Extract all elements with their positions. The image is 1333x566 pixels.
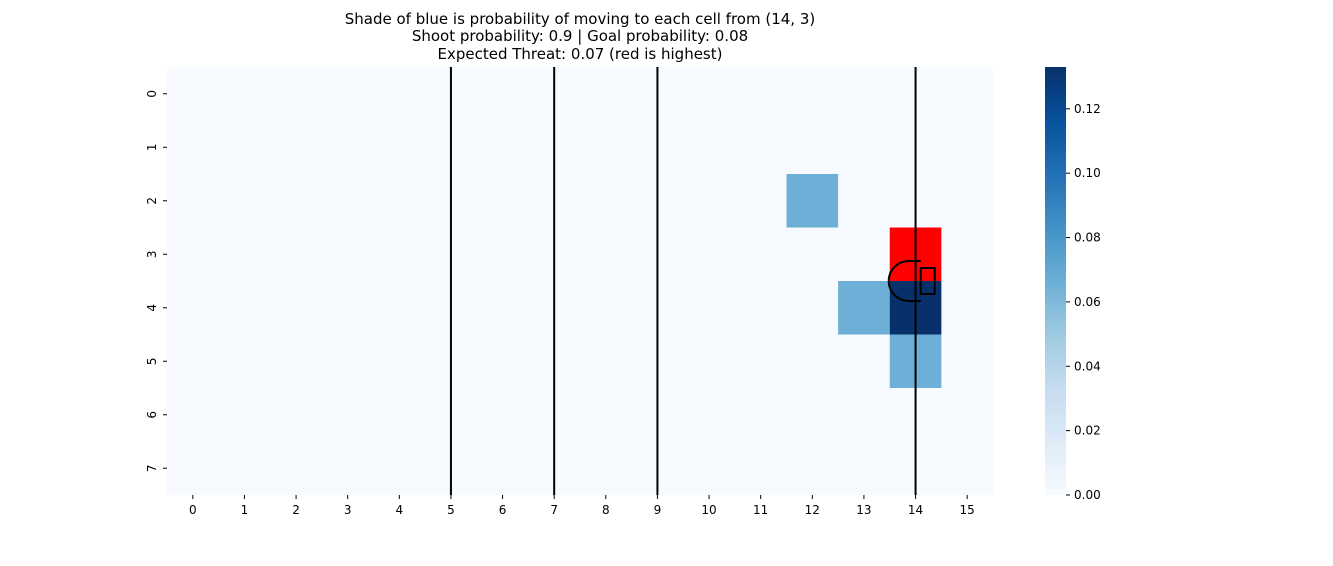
x-tick-label-9: 9 (654, 503, 662, 517)
x-tick-label-5: 5 (447, 503, 455, 517)
colorbar-tick-label-0.08: 0.08 (1074, 231, 1101, 245)
y-tick-label-0: 0 (145, 90, 159, 98)
title-line-1: Shade of blue is probability of moving t… (345, 10, 815, 28)
x-tick-label-11: 11 (753, 503, 768, 517)
colorbar: 0.00 0.02 0.04 0.06 0.08 0.10 0.12 (1045, 67, 1101, 502)
y-tick-label-6: 6 (145, 411, 159, 419)
chart-title: Shade of blue is probability of moving t… (345, 10, 815, 63)
y-tick-label-2: 2 (145, 197, 159, 205)
x-tick-label-2: 2 (292, 503, 300, 517)
y-tick-label-3: 3 (145, 250, 159, 258)
y-tick-label-7: 7 (145, 464, 159, 472)
colorbar-tick-label-0.10: 0.10 (1074, 166, 1101, 180)
colorbar-tick-label-0.04: 0.04 (1074, 359, 1101, 373)
x-tick-label-13: 13 (856, 503, 871, 517)
x-tick-label-12: 12 (805, 503, 820, 517)
x-tick-label-6: 6 (499, 503, 507, 517)
goal-box (919, 267, 936, 295)
x-tick-label-4: 4 (395, 503, 403, 517)
y-tick-label-1: 1 (145, 143, 159, 151)
x-axis: 0 1 2 3 4 5 6 7 8 9 10 11 12 13 14 15 (189, 495, 975, 517)
colorbar-tick-label-0.12: 0.12 (1074, 102, 1101, 116)
colorbar-tick-label-0.00: 0.00 (1074, 488, 1101, 502)
x-tick-label-1: 1 (241, 503, 249, 517)
goal-arc (887, 260, 921, 302)
x-tick-label-8: 8 (602, 503, 610, 517)
x-tick-label-3: 3 (344, 503, 352, 517)
x-tick-label-10: 10 (701, 503, 716, 517)
heatmap-cell-13-4 (838, 281, 890, 335)
title-line-2: Shoot probability: 0.9 | Goal probabilit… (412, 27, 748, 45)
y-tick-label-5: 5 (145, 357, 159, 365)
x-tick-label-15: 15 (960, 503, 975, 517)
x-tick-label-14: 14 (908, 503, 923, 517)
colorbar-tick-label-0.06: 0.06 (1074, 295, 1101, 309)
colorbar-gradient (1045, 67, 1066, 495)
heatmap-cell-12-2 (786, 174, 839, 228)
colorbar-tick-label-0.02: 0.02 (1074, 424, 1101, 438)
plot-area (167, 67, 993, 495)
x-tick-label-7: 7 (550, 503, 558, 517)
y-axis: 0 1 2 3 4 5 6 7 (145, 90, 167, 472)
x-tick-label-0: 0 (189, 503, 197, 517)
y-tick-label-4: 4 (145, 304, 159, 312)
title-line-3: Expected Threat: 0.07 (red is highest) (438, 45, 723, 63)
